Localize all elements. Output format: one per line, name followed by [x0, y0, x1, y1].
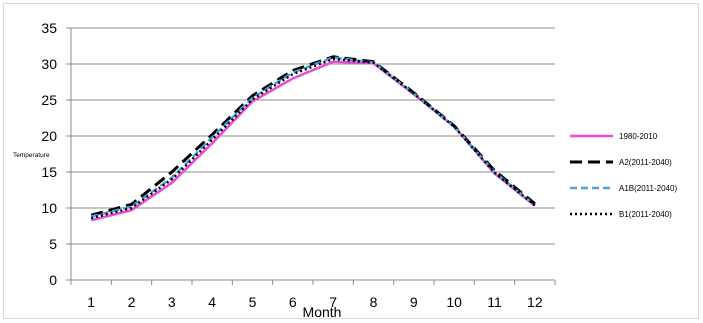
y-tick-label: 20	[41, 128, 57, 144]
y-axis-label: Temperature	[13, 152, 50, 159]
legend-label-4: B1(2011-2040)	[619, 210, 672, 219]
series-line-2	[90, 55, 536, 217]
y-tick-label: 35	[41, 20, 57, 36]
x-tick-label: 3	[168, 294, 176, 310]
x-tick-label: 1	[87, 294, 95, 310]
y-tick-label: 0	[49, 272, 57, 288]
series-line-1	[90, 60, 536, 222]
legend-label-2: A2(2011-2040)	[619, 158, 672, 167]
x-tick-label: 10	[446, 294, 462, 310]
y-tick-label: 10	[41, 200, 57, 216]
series-lines	[90, 55, 536, 222]
legend: 1980-2010 A2(2011-2040) A1B(2011-2040) B1(2…	[570, 132, 677, 219]
x-tick-label: 9	[410, 294, 418, 310]
series-line-3	[90, 56, 536, 218]
x-tick-label: 6	[289, 294, 297, 310]
x-tick-label: 8	[370, 294, 378, 310]
x-axis-label: Month	[303, 304, 342, 318]
x-tick-label: 2	[128, 294, 136, 310]
legend-label-1: 1980-2010	[619, 132, 658, 141]
gridlines	[71, 27, 555, 245]
series-line-4	[90, 57, 536, 220]
legend-label-3: A1B(2011-2040)	[619, 184, 677, 193]
x-tick-label: 12	[527, 294, 543, 310]
y-tick-label: 30	[41, 56, 57, 72]
chart-frame: 0 5 10 15 20 25 30 35 1 2 3 4 5 6 7 8 9 10 11 12 1980-2010 A…	[3, 3, 699, 320]
x-tick-label: 11	[487, 294, 502, 310]
x-tick-label: 7	[329, 294, 337, 310]
y-tick-label: 25	[41, 92, 57, 108]
x-tick-label: 4	[208, 294, 216, 310]
y-tick-label: 15	[41, 164, 57, 180]
y-tick-label: 5	[49, 236, 57, 252]
x-tick-label: 5	[249, 294, 257, 310]
